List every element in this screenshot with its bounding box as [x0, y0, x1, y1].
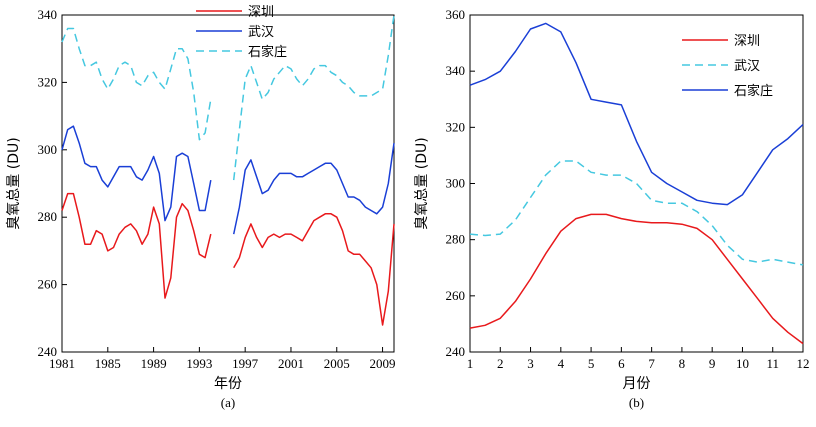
- y-tick-label: 280: [446, 232, 466, 247]
- series-1: [469, 213, 804, 345]
- y-tick-label: 260: [38, 277, 58, 292]
- x-tick-label: 6: [618, 356, 625, 371]
- x-tick-label: 1985: [95, 356, 121, 371]
- y-tick-label: 320: [38, 74, 58, 89]
- legend-entry: 石家庄: [734, 83, 773, 99]
- series-line: [61, 192, 212, 299]
- series-line: [61, 27, 212, 141]
- legend-entry: 深圳: [248, 5, 274, 20]
- x-tick-label: 1997: [232, 356, 259, 371]
- y-axis-label: 臭氧总量 (DU): [414, 137, 430, 229]
- series-line: [469, 160, 804, 266]
- panel-label: (a): [221, 395, 235, 410]
- x-tick-label: 3: [527, 356, 534, 371]
- y-tick-label: 300: [446, 176, 466, 191]
- y-tick-label: 340: [446, 63, 466, 78]
- x-axis-label: 月份: [623, 376, 651, 392]
- x-tick-label: 1: [467, 356, 474, 371]
- y-axis-label: 臭氧总量 (DU): [6, 137, 22, 229]
- legend-entry: 石家庄: [248, 44, 287, 60]
- x-tick-label: 1981: [49, 356, 75, 371]
- x-tick-label: 1989: [141, 356, 167, 371]
- panel-label: (b): [629, 395, 644, 410]
- y-tick-label: 300: [38, 142, 58, 157]
- chart-panel-1: 240 260 280 300 320 340 1981 1985 1989 1993 1997 20…: [6, 5, 396, 410]
- y-tick-label: 360: [446, 7, 466, 22]
- x-tick-label: 11: [766, 356, 779, 371]
- x-tick-label: 7: [648, 356, 655, 371]
- y-tick-label: 280: [38, 209, 58, 224]
- y-tick-label: 240: [446, 344, 466, 359]
- series-3: [61, 14, 395, 181]
- series-1: [61, 192, 395, 326]
- x-tick-label: 4: [558, 356, 565, 371]
- plot-frame: [61, 14, 395, 353]
- y-tick-label: 240: [38, 344, 58, 359]
- x-tick-label: 2009: [370, 356, 396, 371]
- series-line: [469, 213, 804, 345]
- y-tick-label: 260: [446, 288, 466, 303]
- series-line: [232, 142, 395, 235]
- series-line: [61, 125, 212, 222]
- series-line: [469, 22, 804, 206]
- x-tick-label: 10: [736, 356, 749, 371]
- x-tick-label: 1993: [186, 356, 212, 371]
- x-tick-label: 2: [497, 356, 504, 371]
- legend-entry: 武汉: [734, 59, 760, 74]
- y-tick-label: 340: [38, 7, 58, 22]
- series-line: [232, 14, 395, 181]
- x-tick-label: 2005: [324, 356, 350, 371]
- x-axis-label: 年份: [214, 376, 242, 392]
- legend-entry: 深圳: [734, 34, 760, 49]
- series-line: [233, 213, 395, 326]
- y-tick-label: 320: [446, 119, 466, 134]
- x-tick-label: 9: [709, 356, 716, 371]
- series-2: [469, 160, 804, 266]
- series-3: [469, 22, 804, 206]
- series-2: [61, 125, 395, 235]
- legend-entry: 武汉: [248, 25, 274, 40]
- x-tick-label: 8: [679, 356, 686, 371]
- x-tick-label: 5: [588, 356, 595, 371]
- x-tick-label: 2001: [278, 356, 304, 371]
- x-tick-label: 12: [797, 356, 810, 371]
